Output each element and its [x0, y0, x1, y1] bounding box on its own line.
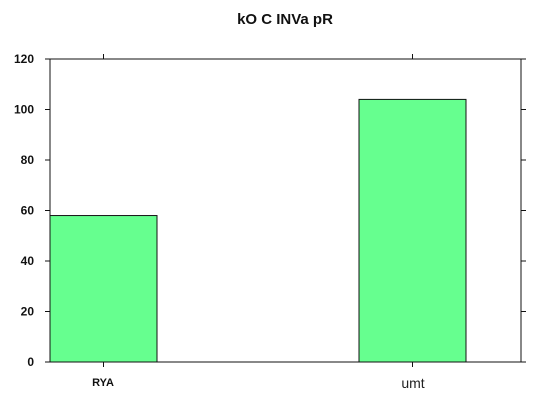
x-category-label-umt: umt [401, 375, 424, 391]
y-tick-label-60: 60 [21, 204, 35, 218]
y-tick-label-100: 100 [14, 103, 34, 117]
y-tick-label-20: 20 [21, 305, 35, 319]
ticks-layer [45, 54, 526, 367]
bar-umt [358, 98, 467, 363]
y-tick-label-120: 120 [14, 52, 34, 66]
y-tick-label-0: 0 [27, 355, 34, 369]
bar-RYA [49, 215, 158, 363]
y-tick-label-40: 40 [21, 254, 35, 268]
bars-layer [49, 98, 467, 363]
labels-layer: 0 20 40 60 80 100 120 RYA umt [14, 52, 425, 391]
y-tick-label-80: 80 [21, 153, 35, 167]
x-category-label-RYA: RYA [92, 377, 114, 389]
chart-title: kO C INVa pR [237, 11, 333, 28]
